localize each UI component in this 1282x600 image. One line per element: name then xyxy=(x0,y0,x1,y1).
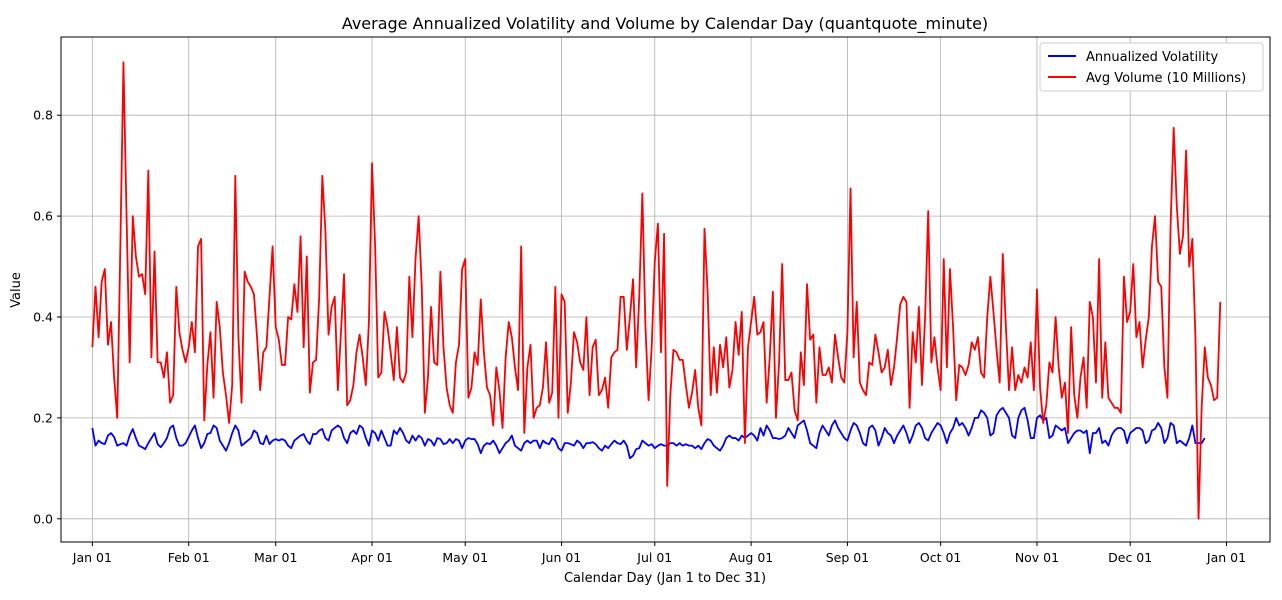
x-tick-label: Dec 01 xyxy=(1108,550,1152,565)
series-layer xyxy=(91,61,1222,520)
x-tick-label: Jun 01 xyxy=(541,550,581,565)
x-tick-label: Jan 01 xyxy=(72,550,112,565)
series-line-volume xyxy=(91,61,1222,520)
y-tick-label: 0.2 xyxy=(33,410,53,425)
legend-box xyxy=(1039,42,1264,92)
x-tick-label: Nov 01 xyxy=(1015,550,1059,565)
y-tick-label: 0.0 xyxy=(33,511,53,526)
y-tick-label: 0.8 xyxy=(33,108,53,123)
x-axis: Jan 01 Feb 01 Mar 01 Apr 01 May 01 Jun 01 Jul … xyxy=(72,542,1246,565)
series-line-volatility xyxy=(91,406,1206,460)
legend-label-volume: Avg Volume (10 Millions) xyxy=(1086,71,1246,86)
x-tick-label: Oct 01 xyxy=(920,550,962,565)
x-tick-label: Feb 01 xyxy=(168,550,210,565)
legend: Annualized Volatility Avg Volume (10 Mil… xyxy=(1039,42,1264,92)
y-axis: 0.0 0.2 0.4 0.6 0.8 xyxy=(33,108,61,526)
x-tick-label: Aug 01 xyxy=(729,550,773,565)
x-tick-label: Jan 01 xyxy=(1206,550,1246,565)
plot-frame xyxy=(60,36,1271,543)
y-tick-label: 0.4 xyxy=(33,310,53,325)
x-tick-label: Sep 01 xyxy=(826,550,869,565)
legend-label-volatility: Annualized Volatility xyxy=(1086,50,1218,65)
x-tick-label: May 01 xyxy=(442,550,488,565)
x-tick-label: Mar 01 xyxy=(254,550,297,565)
x-tick-label: Apr 01 xyxy=(351,550,393,565)
x-tick-label: Jul 01 xyxy=(636,550,672,565)
y-axis-label: Value xyxy=(9,272,24,308)
chart-title: Average Annualized Volatility and Volume… xyxy=(342,14,988,34)
x-axis-label: Calendar Day (Jan 1 to Dec 31) xyxy=(564,571,766,586)
y-tick-label: 0.6 xyxy=(33,209,53,224)
